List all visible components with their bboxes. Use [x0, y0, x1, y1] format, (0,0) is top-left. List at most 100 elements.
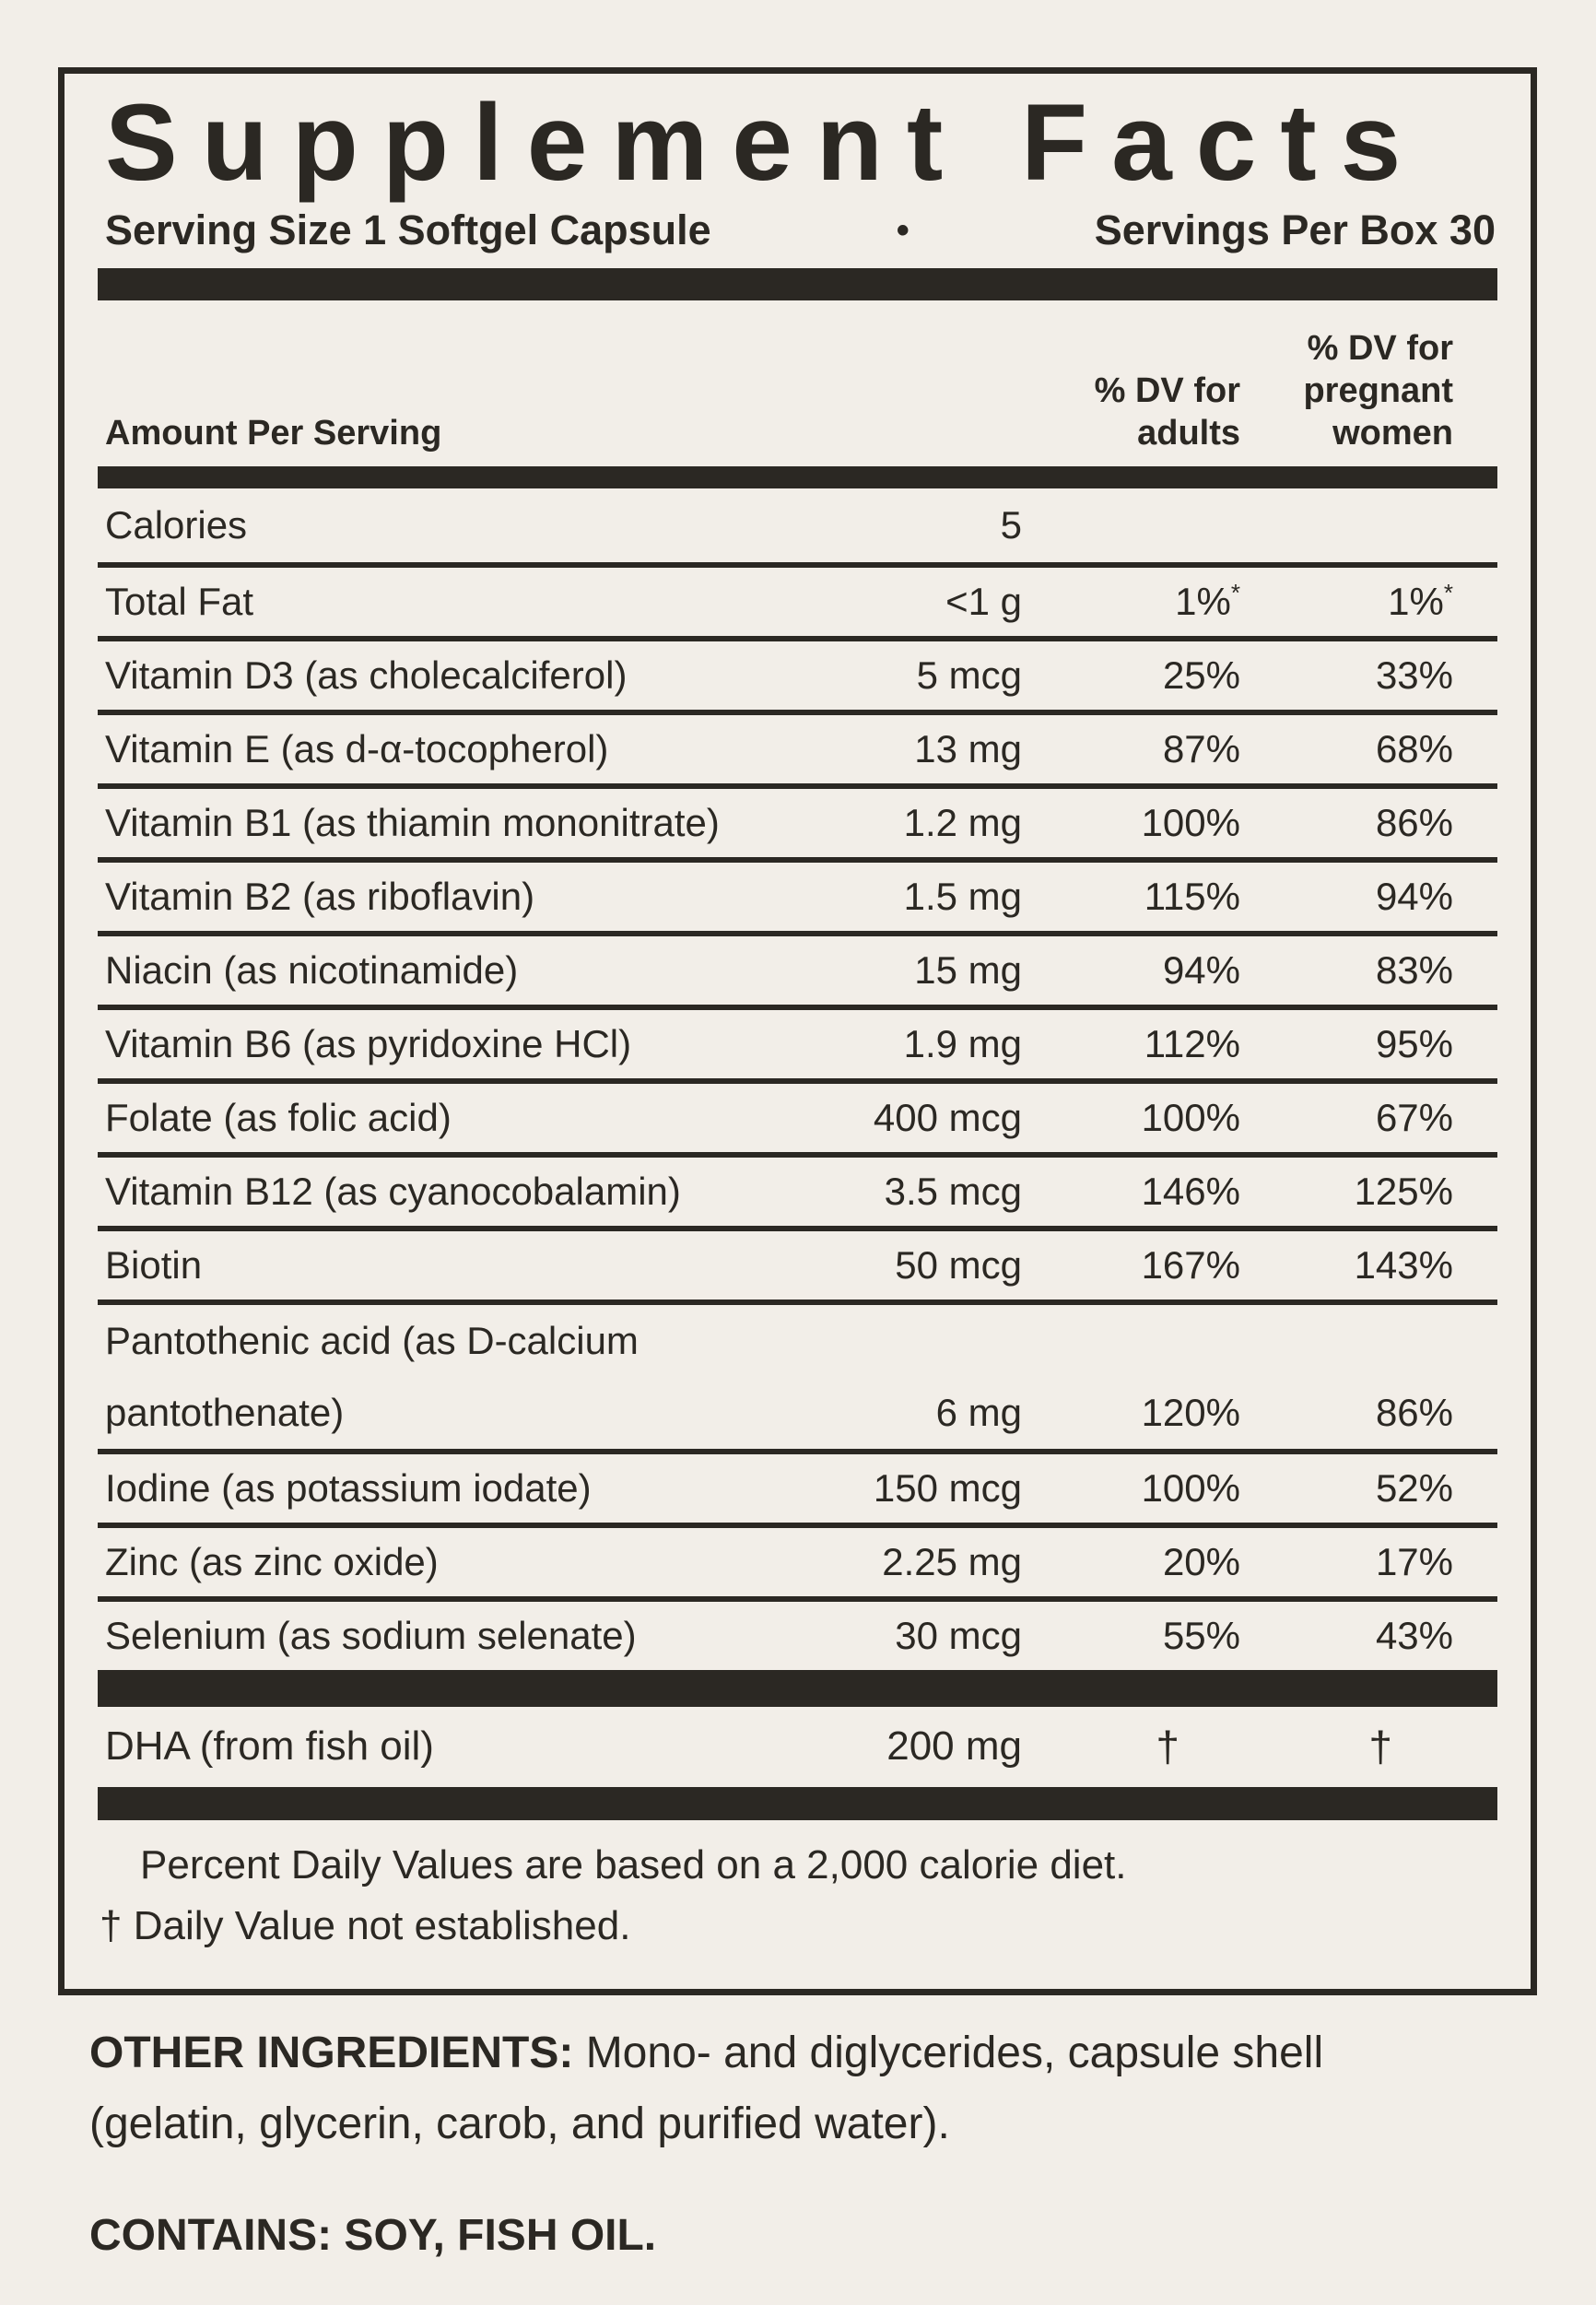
- dv-pregnant-value: 125%: [1354, 1169, 1453, 1213]
- amount-value: 5 mcg: [916, 653, 1022, 697]
- amount-value: 30 mcg: [895, 1613, 1022, 1657]
- nutrient-name: DHA (from fish oil): [105, 1723, 434, 1770]
- supplement-facts-panel: Supplement Facts Serving Size 1 Softgel …: [58, 67, 1537, 1995]
- dv-adults-value: 100%: [1141, 1095, 1240, 1139]
- dv-pregnant-value: 68%: [1375, 726, 1453, 770]
- nutrient-name: Folate (as folic acid): [105, 1095, 452, 1139]
- amount-per-serving-header: Amount Per Serving: [105, 414, 442, 453]
- serving-info-row: Serving Size 1 Softgel Capsule • Serving…: [105, 206, 1496, 255]
- panel-title: Supplement Facts: [105, 82, 1426, 204]
- dv-pregnant-value: 86%: [1375, 800, 1453, 844]
- amount-value: 2.25 mg: [882, 1539, 1022, 1583]
- dv-adults-value: 87%: [1162, 726, 1240, 770]
- table-row: Vitamin D3 (as cholecalciferol) 5 mcg 25% 3…: [98, 635, 1497, 710]
- nutrient-name: Pantothenic acid (as D-calcium pantothena…: [105, 1318, 639, 1434]
- dv-adults-value: 20%: [1162, 1539, 1240, 1583]
- nutrient-name: Vitamin D3 (as cholecalciferol): [105, 653, 628, 697]
- amount-value: 50 mcg: [895, 1242, 1022, 1287]
- amount-value: 150 mcg: [873, 1465, 1022, 1510]
- dv-adults-value: 115%: [1144, 874, 1240, 918]
- other-ingredients-text: Mono- and diglycerides, capsule shell (g…: [89, 2029, 1324, 2148]
- amount-value: 1.2 mg: [903, 800, 1022, 844]
- dv-pregnant-value: 43%: [1375, 1613, 1453, 1657]
- other-ingredients-paragraph: OTHER INGREDIENTS: Mono- and diglyceride…: [89, 2018, 1472, 2160]
- amount-value: 5: [1000, 502, 1022, 547]
- nutrient-name: Biotin: [105, 1242, 203, 1287]
- table-row: Biotin 50 mcg 167% 143%: [98, 1225, 1497, 1300]
- table-row: Zinc (as zinc oxide) 2.25 mg 20% 17%: [98, 1522, 1497, 1596]
- dv-adults-value: 167%: [1141, 1242, 1240, 1287]
- dv-adults-value: 112%: [1144, 1021, 1240, 1065]
- dv-pregnant-value: 67%: [1375, 1095, 1453, 1139]
- amount-value: 1.5 mg: [903, 874, 1022, 918]
- dv-pregnant-value: 17%: [1375, 1539, 1453, 1583]
- amount-value: 3.5 mcg: [884, 1169, 1022, 1213]
- dha-row-container: DHA (from fish oil) 200 mg † †: [98, 1707, 1497, 1787]
- thick-divider-bar-header: [98, 465, 1497, 488]
- table-row: Pantothenic acid (as D-calcium pantothena…: [98, 1299, 1497, 1449]
- amount-value: 13 mg: [914, 726, 1022, 770]
- table-row: Vitamin B2 (as riboflavin) 1.5 mg 115% 94%: [98, 856, 1497, 931]
- dv-pregnant-value: †: [1368, 1723, 1392, 1771]
- table-row: DHA (from fish oil) 200 mg † †: [98, 1707, 1497, 1787]
- table-row: Iodine (as potassium iodate) 150 mcg 100% 5…: [98, 1448, 1497, 1523]
- nutrient-name: Vitamin B6 (as pyridoxine HCl): [105, 1021, 632, 1065]
- dv-adults-value: †: [1156, 1723, 1179, 1771]
- dv-adults-value: 100%: [1141, 800, 1240, 844]
- nutrient-name: Vitamin B1 (as thiamin mononitrate): [105, 800, 720, 844]
- dv-pregnant-value: 94%: [1375, 874, 1453, 918]
- amount-value: <1 g: [945, 579, 1022, 623]
- dv-pregnant-value: 143%: [1354, 1242, 1453, 1287]
- nutrient-name: Zinc (as zinc oxide): [105, 1539, 439, 1583]
- dv-pregnant-value: 1%*: [1388, 578, 1453, 623]
- amount-value: 200 mg: [886, 1723, 1022, 1770]
- servings-per-box-label: Servings Per Box 30: [1094, 206, 1496, 253]
- dv-adults-header: % DV for adults: [1094, 371, 1240, 453]
- footnote-daily-value: † Daily Value not established.: [100, 1902, 631, 1948]
- table-row: Selenium (as sodium selenate) 30 mcg 55% 43…: [98, 1595, 1497, 1670]
- table-row: Vitamin B6 (as pyridoxine HCl) 1.9 mg 112%…: [98, 1004, 1497, 1078]
- nutrient-name: Niacin (as nicotinamide): [105, 947, 519, 992]
- dv-adults-value: 55%: [1162, 1613, 1240, 1657]
- bullet-separator-icon: •: [896, 209, 909, 251]
- other-ingredients-label: OTHER INGREDIENTS:: [89, 2029, 574, 2077]
- dv-adults-value: 120%: [1141, 1390, 1240, 1434]
- dv-adults-value: 25%: [1162, 653, 1240, 697]
- table-row: Vitamin B1 (as thiamin mononitrate) 1.2 m…: [98, 782, 1497, 857]
- nutrient-name: Iodine (as potassium iodate): [105, 1465, 592, 1510]
- table-row: Niacin (as nicotinamide) 15 mg 94% 83%: [98, 930, 1497, 1005]
- serving-size-label: Serving Size 1 Softgel Capsule: [105, 206, 711, 253]
- dv-pregnant-value: 95%: [1375, 1021, 1453, 1065]
- nutrient-name: Vitamin B12 (as cyanocobalamin): [105, 1169, 681, 1213]
- asterisk-footnote-marker: *: [1443, 578, 1453, 606]
- nutrient-name: Calories: [105, 502, 248, 547]
- column-header-row: Amount Per Serving % DV for adults % DV …: [98, 300, 1497, 466]
- dv-pregnant-value: 83%: [1375, 947, 1453, 992]
- dv-pregnant-header: % DV for pregnant women: [1303, 328, 1453, 453]
- table-row: Calories 5: [98, 488, 1497, 562]
- footnotes: Percent Daily Values are based on a 2,00…: [100, 1835, 1496, 1957]
- table-row: Folate (as folic acid) 400 mcg 100% 67%: [98, 1077, 1497, 1152]
- nutrient-name: Vitamin E (as d-α-tocopherol): [105, 726, 609, 770]
- nutrient-name: Selenium (as sodium selenate): [105, 1613, 637, 1657]
- table-row: Total Fat <1 g 1%* 1%*: [98, 561, 1497, 636]
- amount-value: 15 mg: [914, 947, 1022, 992]
- dv-adults-value: 100%: [1141, 1465, 1240, 1510]
- thick-divider-bar-top: [98, 267, 1497, 300]
- nutrient-rows: Calories 5 Total Fat <1 g 1%* 1%* Vitamin D3 (…: [98, 488, 1497, 1670]
- dv-pregnant-value: 33%: [1375, 653, 1453, 697]
- dv-pregnant-value: 52%: [1375, 1465, 1453, 1510]
- amount-value: 6 mg: [935, 1390, 1022, 1434]
- dv-adults-value: 1%*: [1175, 578, 1240, 623]
- asterisk-footnote-marker: *: [1230, 578, 1240, 606]
- below-panel-text: OTHER INGREDIENTS: Mono- and diglyceride…: [89, 2018, 1527, 2271]
- amount-value: 400 mcg: [873, 1095, 1022, 1139]
- amount-value: 1.9 mg: [903, 1021, 1022, 1065]
- dv-adults-value: 146%: [1141, 1169, 1240, 1213]
- table-row: Vitamin B12 (as cyanocobalamin) 3.5 mcg 14…: [98, 1151, 1497, 1226]
- contains-statement: CONTAINS: SOY, FISH OIL.: [89, 2210, 657, 2260]
- dv-pregnant-value: 86%: [1375, 1390, 1453, 1434]
- nutrient-name: Vitamin B2 (as riboflavin): [105, 874, 535, 918]
- nutrient-name: Total Fat: [105, 579, 254, 623]
